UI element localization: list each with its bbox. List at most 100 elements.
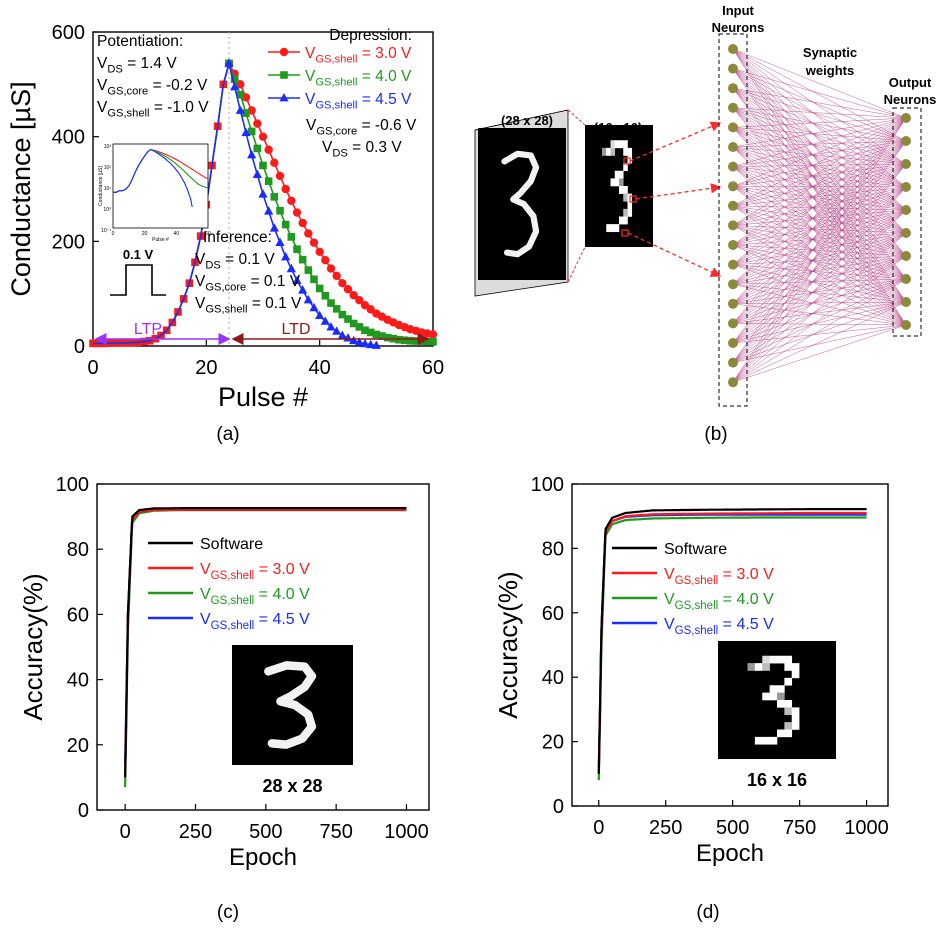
- data-point: [281, 184, 290, 194]
- legend-label: VGS,shell = 4.5 V: [664, 616, 774, 637]
- input-arrow: [635, 183, 722, 200]
- synapse-line: [732, 68, 907, 211]
- synapse-line: [732, 107, 907, 211]
- image-16-pixel: [627, 208, 633, 217]
- synapse-line: [732, 301, 907, 305]
- image-16-pixel: [619, 186, 624, 194]
- synapse-line: [732, 117, 907, 344]
- y-tick-label: 20: [67, 735, 89, 757]
- inference-condition-sub: GS,shell: [205, 304, 247, 316]
- synapse-line: [732, 232, 907, 383]
- legend-label-rest: = 4.5 V: [254, 611, 310, 628]
- data-point: [241, 127, 251, 137]
- inference-condition-rest: = 0.1 V: [221, 251, 276, 268]
- synapse-line: [732, 244, 907, 326]
- data-point: [270, 158, 279, 168]
- synapse-line: [732, 186, 907, 305]
- potentiation-condition: VDS = 1.4 V: [97, 55, 177, 76]
- data-point: [315, 284, 324, 293]
- synapse-line: [732, 264, 907, 303]
- image-16-pixel: [623, 193, 628, 202]
- data-point: [281, 252, 291, 261]
- data-point: [366, 328, 375, 337]
- data-point: [287, 196, 296, 205]
- legend-label: VGS,shell = 4.5 V: [305, 91, 412, 112]
- potentiation-condition-sub: GS,shell: [107, 108, 149, 120]
- data-point: [230, 81, 240, 91]
- legend-label-sub: GS,shell: [315, 54, 357, 66]
- depression-condition-rest: = 0.3 V: [348, 139, 403, 156]
- plot-frame: [96, 483, 430, 811]
- synapse-line: [732, 186, 907, 226]
- synapse-line: [732, 146, 907, 211]
- x-tick-label: 0: [87, 357, 98, 379]
- y-axis-label: Accuracy(%): [493, 571, 523, 718]
- output-layer-box: [892, 107, 922, 337]
- potentiation-condition-main: V: [97, 55, 108, 72]
- panel-b-network-diagram: (28 x 28) (16x 16) Input Neurons Synaptic wei…: [474, 3, 936, 407]
- synapse-line: [732, 255, 907, 324]
- series-line-1: [124, 507, 407, 778]
- y-tick-label: 0: [74, 336, 85, 358]
- input-neuron: [728, 161, 738, 172]
- synapse-line: [732, 117, 907, 187]
- synapse-line: [732, 163, 907, 265]
- synapse-line: [732, 185, 907, 280]
- data-point: [332, 305, 341, 313]
- input-neuron: [728, 181, 738, 192]
- image-16-pixel: [614, 178, 620, 187]
- synapse-line: [732, 255, 907, 265]
- synapse-line: [732, 163, 907, 207]
- y-tick-label: 60: [67, 604, 89, 626]
- ltp-label: LTP: [134, 321, 162, 338]
- legend-label-main: V: [305, 68, 316, 85]
- data-point: [258, 189, 268, 198]
- panel-d-image-pixel: [769, 736, 778, 745]
- synapse-line: [732, 283, 907, 303]
- image-16-pixel: [623, 147, 628, 156]
- legend-label-sub: GS,shell: [211, 620, 255, 632]
- panel-d-accuracy-chart: 0 250 500 750 1000 0 20 40 60 80 100 Epoch Accuracy(…: [493, 474, 889, 867]
- inference-condition: VDS = 0.1 V: [195, 251, 275, 272]
- synapse-line: [732, 48, 907, 303]
- data-point: [279, 47, 289, 57]
- data-point: [264, 206, 274, 215]
- image-16-pixel: [627, 201, 633, 210]
- synapse-line: [732, 232, 907, 305]
- data-point: [253, 119, 262, 128]
- input-neuron: [728, 279, 738, 290]
- input-neuron: [728, 318, 738, 329]
- synapse-line: [732, 117, 907, 383]
- x-tick-label: 500: [716, 817, 749, 839]
- synapse-line: [732, 140, 907, 226]
- output-neuron: [901, 136, 911, 146]
- inset-x-tick-label: 0: [112, 231, 115, 237]
- legend-label-main: V: [200, 611, 211, 628]
- projection-line: [567, 109, 586, 126]
- inference-condition-main: V: [195, 251, 206, 268]
- inset-frame: [112, 143, 209, 229]
- synapse-line: [732, 127, 907, 257]
- synapse-line: [732, 107, 907, 303]
- panel-d-image-pixel: [777, 692, 785, 701]
- data-point: [292, 208, 302, 217]
- data-point: [286, 263, 296, 273]
- synapse-line: [732, 255, 907, 285]
- synapse-line: [732, 163, 907, 285]
- synapse-line: [732, 278, 907, 383]
- depression-condition: VDS = 0.3 V: [322, 139, 402, 160]
- synapse-line: [732, 255, 907, 383]
- synapse-line: [732, 48, 907, 165]
- panel-c-image-stroke: [264, 661, 317, 749]
- x-tick-label: 20: [195, 357, 217, 379]
- input-neuron: [728, 240, 738, 250]
- synapse-line: [732, 185, 907, 303]
- synapse-line: [732, 186, 907, 383]
- synaptic-weights: [732, 48, 907, 383]
- data-point: [287, 233, 296, 241]
- legend-label-main: Software: [664, 541, 727, 558]
- legend-label: VGS,shell = 4.0 V: [200, 586, 310, 607]
- y-tick-label: 200: [52, 231, 85, 253]
- synapse-line: [732, 209, 907, 265]
